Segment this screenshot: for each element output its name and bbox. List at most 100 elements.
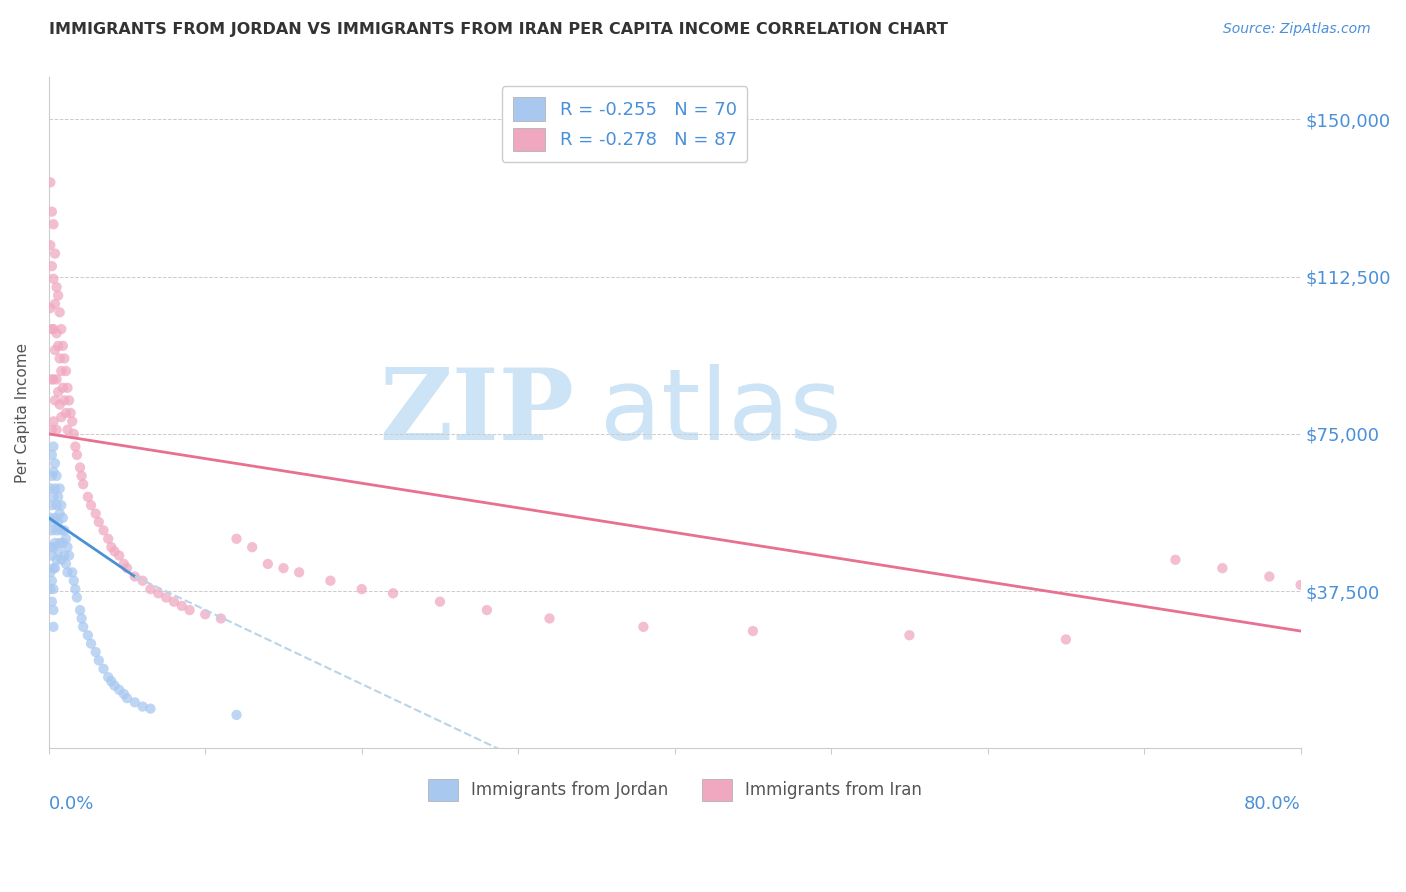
Point xyxy=(53,393,76,408)
Point xyxy=(39,482,62,496)
Point xyxy=(66,591,89,605)
Point xyxy=(53,524,76,538)
Point xyxy=(350,582,373,596)
Point xyxy=(76,490,98,504)
Point xyxy=(48,398,70,412)
Point xyxy=(72,477,94,491)
Point xyxy=(429,595,451,609)
Point xyxy=(115,561,138,575)
Point xyxy=(124,695,146,709)
Point xyxy=(42,620,65,634)
Point xyxy=(256,557,278,571)
Point xyxy=(46,515,69,529)
Point xyxy=(93,524,115,538)
Point xyxy=(115,691,138,706)
Point xyxy=(76,628,98,642)
Point xyxy=(80,637,103,651)
Point xyxy=(124,569,146,583)
Text: atlas: atlas xyxy=(599,365,841,461)
Point xyxy=(42,322,65,336)
Point xyxy=(45,372,67,386)
Point xyxy=(48,305,70,319)
Point xyxy=(633,620,655,634)
Point xyxy=(44,246,66,260)
Point xyxy=(46,339,69,353)
Point xyxy=(209,611,232,625)
Point xyxy=(45,524,67,538)
Point xyxy=(48,507,70,521)
Point xyxy=(41,204,63,219)
Point xyxy=(59,406,82,420)
Point xyxy=(58,393,80,408)
Point xyxy=(53,351,76,366)
Point xyxy=(103,544,125,558)
Point xyxy=(1289,578,1312,592)
Point xyxy=(112,557,135,571)
Point xyxy=(45,468,67,483)
Point xyxy=(93,662,115,676)
Point xyxy=(56,540,79,554)
Point xyxy=(56,566,79,580)
Point xyxy=(65,582,87,596)
Point xyxy=(44,456,66,470)
Point xyxy=(58,549,80,563)
Point xyxy=(475,603,498,617)
Point xyxy=(53,549,76,563)
Point xyxy=(97,532,120,546)
Point xyxy=(44,561,66,575)
Point xyxy=(41,498,63,512)
Point xyxy=(194,607,217,622)
Point xyxy=(45,498,67,512)
Point xyxy=(70,611,93,625)
Point xyxy=(56,381,79,395)
Point xyxy=(62,426,84,441)
Point xyxy=(62,574,84,588)
Point xyxy=(100,540,122,554)
Point xyxy=(1258,569,1281,583)
Point xyxy=(65,440,87,454)
Point xyxy=(87,653,110,667)
Point xyxy=(41,468,63,483)
Point xyxy=(319,574,342,588)
Point xyxy=(42,515,65,529)
Point xyxy=(84,645,107,659)
Point xyxy=(46,544,69,558)
Point xyxy=(51,364,73,378)
Point xyxy=(1054,632,1077,647)
Point xyxy=(52,536,75,550)
Y-axis label: Per Capita Income: Per Capita Income xyxy=(15,343,30,483)
Point xyxy=(112,687,135,701)
Point xyxy=(44,297,66,311)
Text: ZIP: ZIP xyxy=(380,365,575,461)
Point xyxy=(42,582,65,596)
Point xyxy=(45,553,67,567)
Point xyxy=(44,393,66,408)
Point xyxy=(42,440,65,454)
Point xyxy=(72,620,94,634)
Point xyxy=(52,339,75,353)
Point xyxy=(179,603,201,617)
Point xyxy=(42,603,65,617)
Point xyxy=(898,628,921,642)
Point xyxy=(69,603,91,617)
Point xyxy=(44,511,66,525)
Point xyxy=(42,217,65,231)
Point xyxy=(42,372,65,386)
Point xyxy=(163,595,186,609)
Point xyxy=(51,524,73,538)
Point xyxy=(41,423,63,437)
Point xyxy=(60,566,83,580)
Point xyxy=(41,595,63,609)
Point xyxy=(55,406,77,420)
Point xyxy=(139,582,162,596)
Point xyxy=(52,511,75,525)
Point xyxy=(41,549,63,563)
Point xyxy=(41,372,63,386)
Point xyxy=(39,175,62,189)
Point xyxy=(170,599,193,613)
Point xyxy=(103,679,125,693)
Text: Source: ZipAtlas.com: Source: ZipAtlas.com xyxy=(1223,22,1371,37)
Point xyxy=(66,448,89,462)
Text: 80.0%: 80.0% xyxy=(1244,796,1301,814)
Point xyxy=(100,674,122,689)
